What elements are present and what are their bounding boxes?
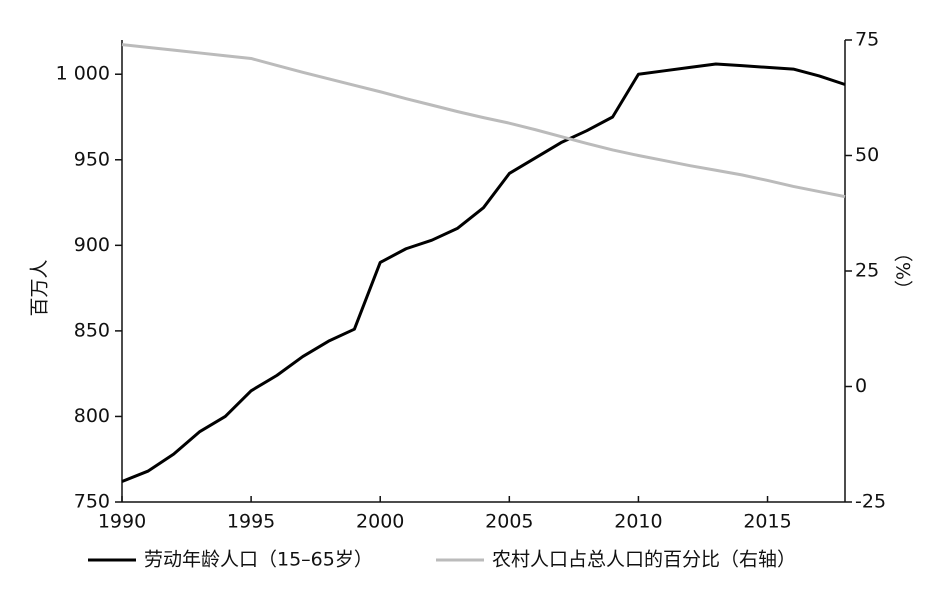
x-tick-label: 2015 <box>743 511 791 533</box>
x-tick-label: 2010 <box>614 511 662 533</box>
y-tick-label: 850 <box>74 319 110 341</box>
y-tick-label: 750 <box>74 491 110 513</box>
y2-axis-label: （%） <box>892 243 914 299</box>
y2-tick-label: 25 <box>855 260 879 282</box>
x-tick-label: 2005 <box>485 511 533 533</box>
y2-tick-label: -25 <box>855 491 886 513</box>
y-axis-label: 百万人 <box>29 259 51 316</box>
legend-label: 农村人口占总人口的百分比（右轴） <box>492 549 796 571</box>
y2-tick-label: 75 <box>855 29 879 51</box>
y-tick-label: 1 000 <box>56 63 110 85</box>
series-line <box>121 62 846 483</box>
y2-tick-label: 50 <box>855 144 879 166</box>
y-tick-label: 800 <box>74 405 110 427</box>
series-line <box>121 43 846 199</box>
legend-label: 劳动年龄人口（15–65岁） <box>144 549 373 571</box>
x-tick-label: 2000 <box>356 511 404 533</box>
y-tick-label: 900 <box>74 234 110 256</box>
x-tick-label: 1995 <box>227 511 275 533</box>
x-tick-label: 1990 <box>98 511 146 533</box>
y2-tick-label: 0 <box>855 375 867 397</box>
y-tick-label: 950 <box>74 148 110 170</box>
